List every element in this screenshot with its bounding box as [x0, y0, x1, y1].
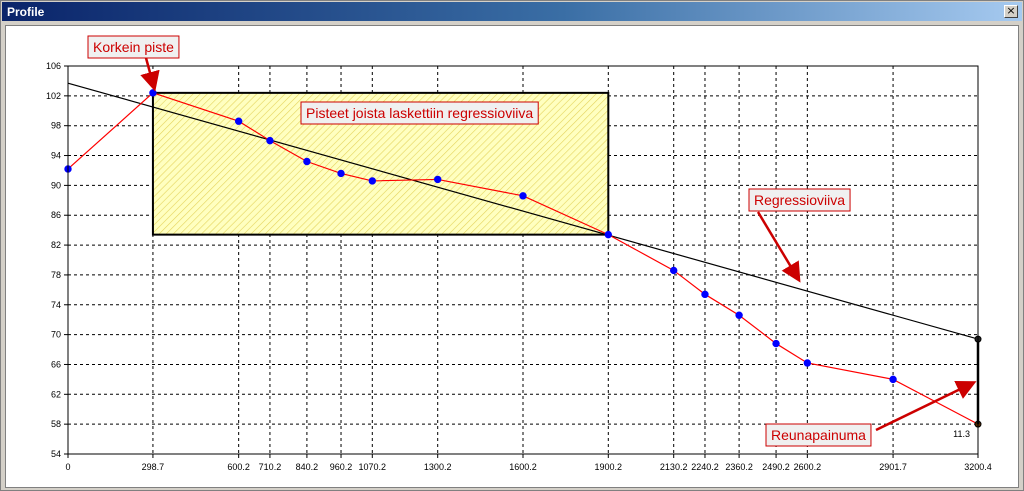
profile-point	[889, 375, 897, 384]
y-tick-label: 90	[51, 180, 61, 190]
y-tick-label: 82	[51, 240, 61, 250]
x-tick-label: 840.2	[296, 462, 319, 472]
x-tick-label: 2490.2	[762, 462, 790, 472]
profile-point	[234, 117, 243, 125]
x-tick-label: 1600.2	[509, 462, 537, 472]
callout-edge-depression-text: Reunapainuma	[771, 427, 866, 443]
profile-point	[368, 177, 377, 185]
window-title: Profile	[7, 4, 45, 19]
x-tick-label: 3200.4	[964, 462, 992, 472]
axes: 54 58 62 66 70 74 78 82 86 90 94 98 102 106 0 298.7 600.…	[46, 61, 992, 472]
callout-regression-line-text: Regressioviiva	[754, 192, 845, 208]
profile-point	[735, 311, 743, 319]
profile-chart: 11.3 54 58 62 66 70 74 78 82 86 90 94 98 102 106 0 298.…	[46, 35, 992, 472]
title-bar[interactable]: Profile ×	[2, 2, 1022, 21]
profile-point	[337, 169, 345, 178]
callout-highest-point: Korkein piste	[87, 35, 180, 59]
y-tick-label: 102	[46, 91, 61, 101]
x-tick-label: 1070.2	[359, 462, 387, 472]
x-tick-label: 710.2	[259, 462, 282, 472]
close-icon[interactable]: ×	[1004, 5, 1018, 18]
callout-edge-depression-box	[765, 423, 872, 447]
x-tick-label: 2130.2	[660, 462, 688, 472]
x-tick-label: 2600.2	[794, 462, 822, 472]
y-tick-label: 106	[46, 61, 61, 71]
profile-point	[701, 290, 709, 299]
x-tick-label: 1300.2	[424, 462, 452, 472]
callout-regression-line-box	[748, 188, 851, 212]
x-tick-label: 1900.2	[595, 462, 623, 472]
y-tick-label: 70	[51, 330, 61, 340]
highest-point-arrow	[140, 57, 160, 92]
edge-depression-arrow	[875, 380, 977, 432]
x-tick-label: 298.7	[142, 462, 165, 472]
y-tick-label: 62	[51, 389, 61, 399]
x-tick-label: 2240.2	[691, 462, 719, 472]
callout-regression-points: Pisteet joista laskettiin regressioviiva	[300, 101, 539, 125]
callout-regression-points-text: Pisteet joista laskettiin regressioviiva	[306, 105, 533, 121]
profile-point	[803, 359, 812, 367]
chart-area: 11.3 54 58 62 66 70 74 78 82 86 90 94 98 102 106 0 298.…	[5, 25, 1019, 488]
callout-regression-points-box	[300, 101, 539, 125]
x-tick-label: 0	[65, 462, 70, 472]
callout-highest-point-box	[87, 35, 180, 59]
profile-point	[149, 89, 157, 97]
x-tick-label: 2360.2	[725, 462, 753, 472]
regression-line-arrow	[756, 211, 801, 283]
regression-line	[67, 82, 979, 340]
profile-point	[519, 192, 527, 200]
y-tick-label: 78	[51, 270, 61, 280]
y-tick-label: 54	[51, 449, 61, 459]
x-tick-label: 2901.7	[879, 462, 907, 472]
profile-point	[604, 230, 613, 239]
y-tick-label: 66	[51, 359, 61, 369]
edge-depression-value: 11.3	[953, 429, 970, 439]
y-tick-label: 86	[51, 210, 61, 220]
profile-point	[266, 136, 274, 145]
callout-regression-line: Regressioviiva	[748, 188, 851, 212]
x-tick-label: 960.2	[330, 462, 353, 472]
x-tick-label: 600.2	[227, 462, 250, 472]
y-tick-label: 58	[51, 419, 61, 429]
y-tick-label: 94	[51, 151, 61, 161]
callout-edge-depression: Reunapainuma	[765, 423, 872, 447]
profile-point	[669, 266, 678, 275]
profile-point	[772, 339, 780, 348]
profile-point	[303, 157, 311, 166]
profile-point	[433, 175, 442, 184]
callout-highest-point-text: Korkein piste	[93, 39, 174, 55]
y-tick-label: 98	[51, 121, 61, 131]
y-tick-label: 74	[51, 300, 61, 310]
